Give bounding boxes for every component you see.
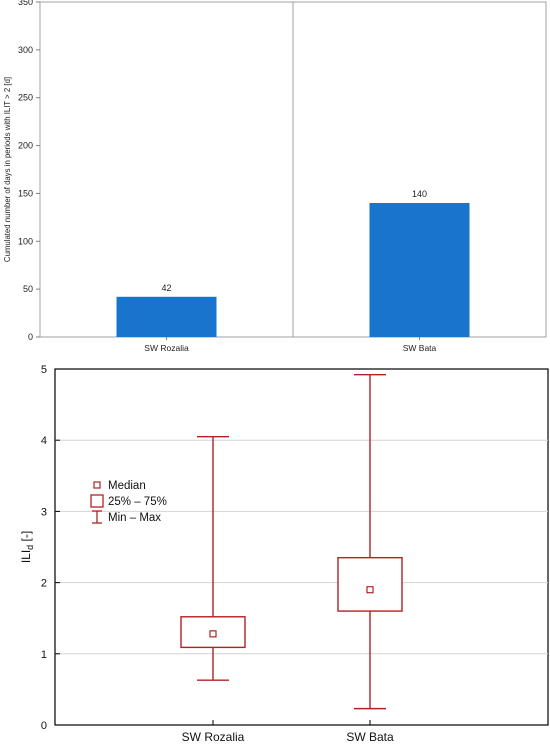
x-tick-label: SW Bata — [403, 343, 437, 353]
bar — [116, 296, 217, 337]
y-tick-label: 200 — [18, 141, 33, 151]
y-tick-label: 350 — [18, 0, 33, 7]
legend-box-icon — [90, 494, 104, 508]
y-tick-label: 0 — [28, 332, 33, 342]
legend: Median 25% – 75% Min – Max — [90, 480, 167, 524]
bar-value-label: 42 — [161, 283, 171, 293]
median-marker — [209, 630, 217, 638]
legend-label: 25% – 75% — [108, 496, 167, 508]
y-axis-label: Cumulated number of days in periods with… — [3, 77, 12, 262]
y-axis-label: ILId [-] — [19, 531, 35, 563]
y-tick-label: 4 — [41, 435, 47, 447]
bar-chart: 0 50 100 150 200 250 300 350 42 SW Rozalia 140 SW B… — [3, 0, 547, 353]
legend-median-icon — [93, 481, 101, 489]
y-tick-label: 1 — [41, 649, 47, 661]
median-marker — [366, 586, 374, 594]
box-group — [180, 435, 246, 681]
x-tick-label: SW Bata — [346, 730, 394, 744]
iqr-box — [337, 556, 403, 612]
x-tick-label: SW Rozalia — [182, 730, 245, 744]
y-tick-label: 5 — [41, 364, 47, 376]
box-group — [337, 373, 403, 710]
y-tick-label: 3 — [41, 506, 47, 518]
y-tick-label: 2 — [41, 578, 47, 590]
box-plot: 0 1 2 3 4 5 SW Rozalia SW Bata ILId [-] Median 25%… — [19, 364, 549, 744]
y-axis-label-subscript: d — [25, 545, 35, 550]
y-tick-label: 300 — [18, 45, 33, 55]
y-axis-label-main: ILI — [19, 550, 33, 563]
y-tick-label: 150 — [18, 188, 33, 198]
legend-label: Median — [108, 480, 146, 492]
y-tick-label: 0 — [41, 720, 47, 732]
bar-value-label: 140 — [412, 189, 427, 199]
x-tick-label: SW Rozalia — [144, 343, 189, 353]
y-tick-label: 50 — [23, 284, 33, 294]
bar — [369, 203, 470, 337]
plot-frame — [54, 368, 549, 726]
y-axis-label-unit: [-] — [19, 531, 33, 545]
y-tick-label: 250 — [18, 93, 33, 103]
legend-label: Min – Max — [108, 512, 161, 524]
y-tick-label: 100 — [18, 236, 33, 246]
